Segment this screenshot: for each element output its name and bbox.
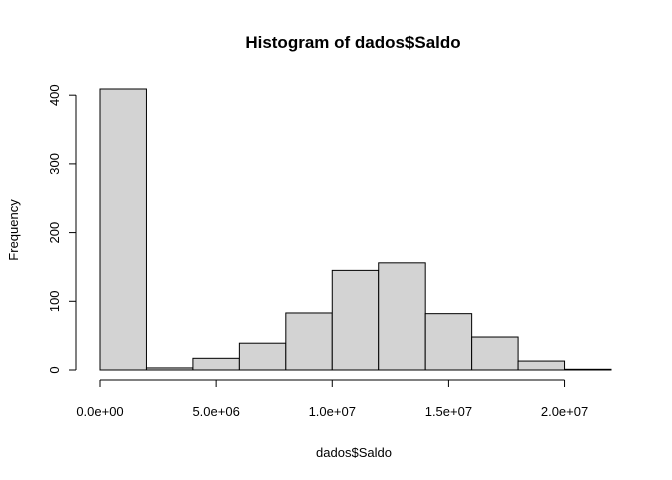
x-tick-label: 5.0e+06 [192,404,239,419]
y-tick-label: 400 [47,84,62,106]
histogram-bar [145,367,194,371]
histogram-bar [378,262,426,371]
chart-title: Histogram of dados$Saldo [245,33,460,52]
x-tick-label: 0.0e+00 [76,404,123,419]
y-tick-label: 100 [47,290,62,312]
x-tick-label: 1.5e+07 [425,404,472,419]
histogram-bar [285,312,333,371]
y-tick-label: 300 [47,153,62,175]
histogram-bar [192,357,240,371]
histogram-bar [471,336,519,371]
histogram-bar [517,360,566,371]
y-tick-label: 0 [47,366,62,373]
x-tick-label: 2.0e+07 [541,404,588,419]
y-axis: 0 100 200 300 400 [47,84,77,374]
histogram-bar [424,313,473,371]
histogram-bar [564,368,612,371]
x-axis: 0.0e+00 5.0e+06 1.0e+07 1.5e+07 2.0e+07 [76,379,588,419]
histogram-bar [238,342,287,371]
bars-group [99,88,612,371]
y-axis-label: Frequency [6,199,21,261]
y-tick-label: 200 [47,222,62,244]
x-axis-label: dados$Saldo [316,445,392,460]
histogram-bar [331,269,380,371]
histogram-bar [99,88,147,371]
x-tick-label: 1.0e+07 [309,404,356,419]
